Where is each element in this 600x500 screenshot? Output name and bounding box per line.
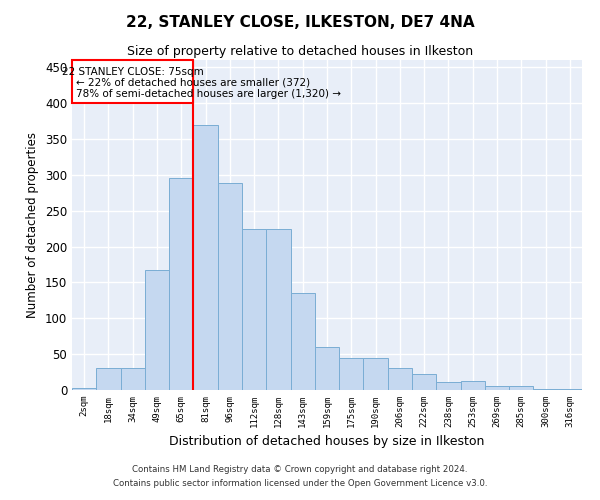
Bar	[388, 368, 412, 390]
Bar	[72, 388, 96, 390]
Bar	[290, 293, 315, 390]
Bar	[558, 388, 582, 390]
X-axis label: Distribution of detached houses by size in Ilkeston: Distribution of detached houses by size …	[169, 436, 485, 448]
Bar	[266, 228, 290, 390]
Bar	[121, 368, 145, 390]
Bar	[96, 368, 121, 390]
Bar	[364, 358, 388, 390]
Bar	[315, 347, 339, 390]
Text: ← 22% of detached houses are smaller (372): ← 22% of detached houses are smaller (37…	[76, 78, 310, 88]
Bar	[485, 386, 509, 390]
Bar	[533, 388, 558, 390]
Bar	[218, 184, 242, 390]
Bar	[193, 124, 218, 390]
Text: 78% of semi-detached houses are larger (1,320) →: 78% of semi-detached houses are larger (…	[76, 88, 341, 99]
FancyBboxPatch shape	[72, 60, 193, 103]
Bar	[169, 178, 193, 390]
Bar	[339, 358, 364, 390]
Text: 22 STANLEY CLOSE: 75sqm: 22 STANLEY CLOSE: 75sqm	[62, 67, 203, 77]
Bar	[436, 382, 461, 390]
Text: Size of property relative to detached houses in Ilkeston: Size of property relative to detached ho…	[127, 45, 473, 58]
Text: 22, STANLEY CLOSE, ILKESTON, DE7 4NA: 22, STANLEY CLOSE, ILKESTON, DE7 4NA	[125, 15, 475, 30]
Bar	[412, 374, 436, 390]
Text: Contains HM Land Registry data © Crown copyright and database right 2024.
Contai: Contains HM Land Registry data © Crown c…	[113, 466, 487, 487]
Bar	[509, 386, 533, 390]
Bar	[461, 382, 485, 390]
Bar	[145, 270, 169, 390]
Bar	[242, 228, 266, 390]
Y-axis label: Number of detached properties: Number of detached properties	[26, 132, 40, 318]
